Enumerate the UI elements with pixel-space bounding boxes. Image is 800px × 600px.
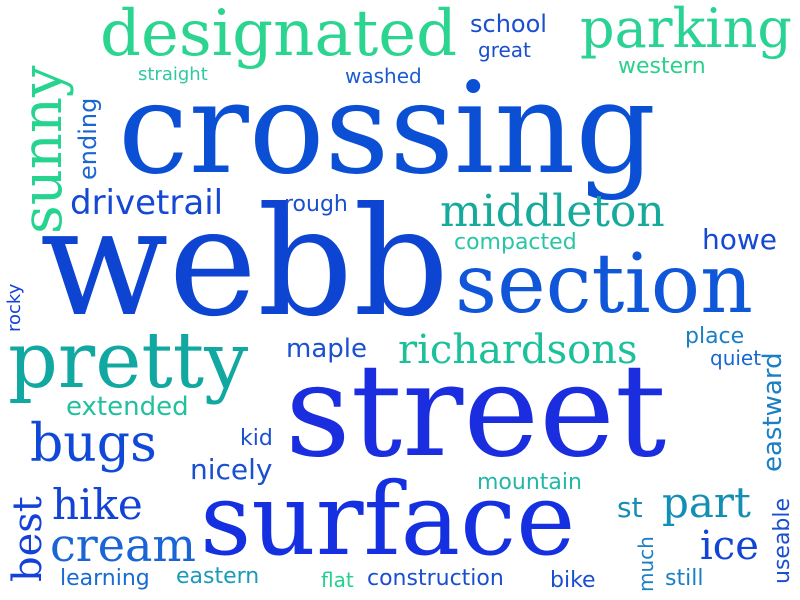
word-howe: howe <box>702 223 778 256</box>
word-webb: webb <box>40 176 450 350</box>
word-mountain: mountain <box>477 470 582 495</box>
word-street: street <box>285 337 667 486</box>
word-school: school <box>470 10 547 38</box>
word-rough: rough <box>284 192 348 217</box>
word-maple: maple <box>286 334 367 364</box>
word-flat: flat <box>321 568 354 592</box>
word-useable: useable <box>770 497 795 584</box>
word-ice: ice <box>700 523 759 569</box>
word-part: part <box>662 478 751 527</box>
word-place: place <box>685 324 745 349</box>
word-rocky: rocky <box>4 283 25 332</box>
word-hike: hike <box>52 480 143 529</box>
word-washed: washed <box>345 64 422 88</box>
word-western: western <box>618 54 706 79</box>
word-ending: ending <box>74 97 102 180</box>
word-learning: learning <box>60 566 150 591</box>
word-middleton: middleton <box>440 186 665 237</box>
word-sunny: sunny <box>10 65 75 234</box>
word-straight: straight <box>138 64 208 85</box>
word-bugs: bugs <box>30 414 157 474</box>
word-eastern: eastern <box>176 564 260 589</box>
word-much: much <box>634 536 658 592</box>
word-parking: parking <box>580 0 792 60</box>
word-still: still <box>665 566 704 591</box>
word-extended: extended <box>66 392 189 422</box>
word-compacted: compacted <box>454 230 577 255</box>
word-nicely: nicely <box>190 453 273 486</box>
word-pretty: pretty <box>8 316 249 406</box>
word-surface: surface <box>200 461 576 578</box>
word-cream: cream <box>50 518 197 572</box>
word-section: section <box>455 237 753 332</box>
word-st: st <box>617 491 643 524</box>
word-construction: construction <box>367 566 504 591</box>
word-eastward: eastward <box>758 352 788 472</box>
word-quiet: quiet <box>710 346 762 370</box>
word-bike: bike <box>550 568 596 593</box>
word-best: best <box>5 496 51 582</box>
word-designated: designated <box>100 0 458 71</box>
word-richardsons: richardsons <box>398 327 638 373</box>
word-crossing: crossing <box>118 55 657 202</box>
word-great: great <box>478 38 531 62</box>
word-drivetrail: drivetrail <box>70 183 224 223</box>
word-kid: kid <box>240 426 273 451</box>
